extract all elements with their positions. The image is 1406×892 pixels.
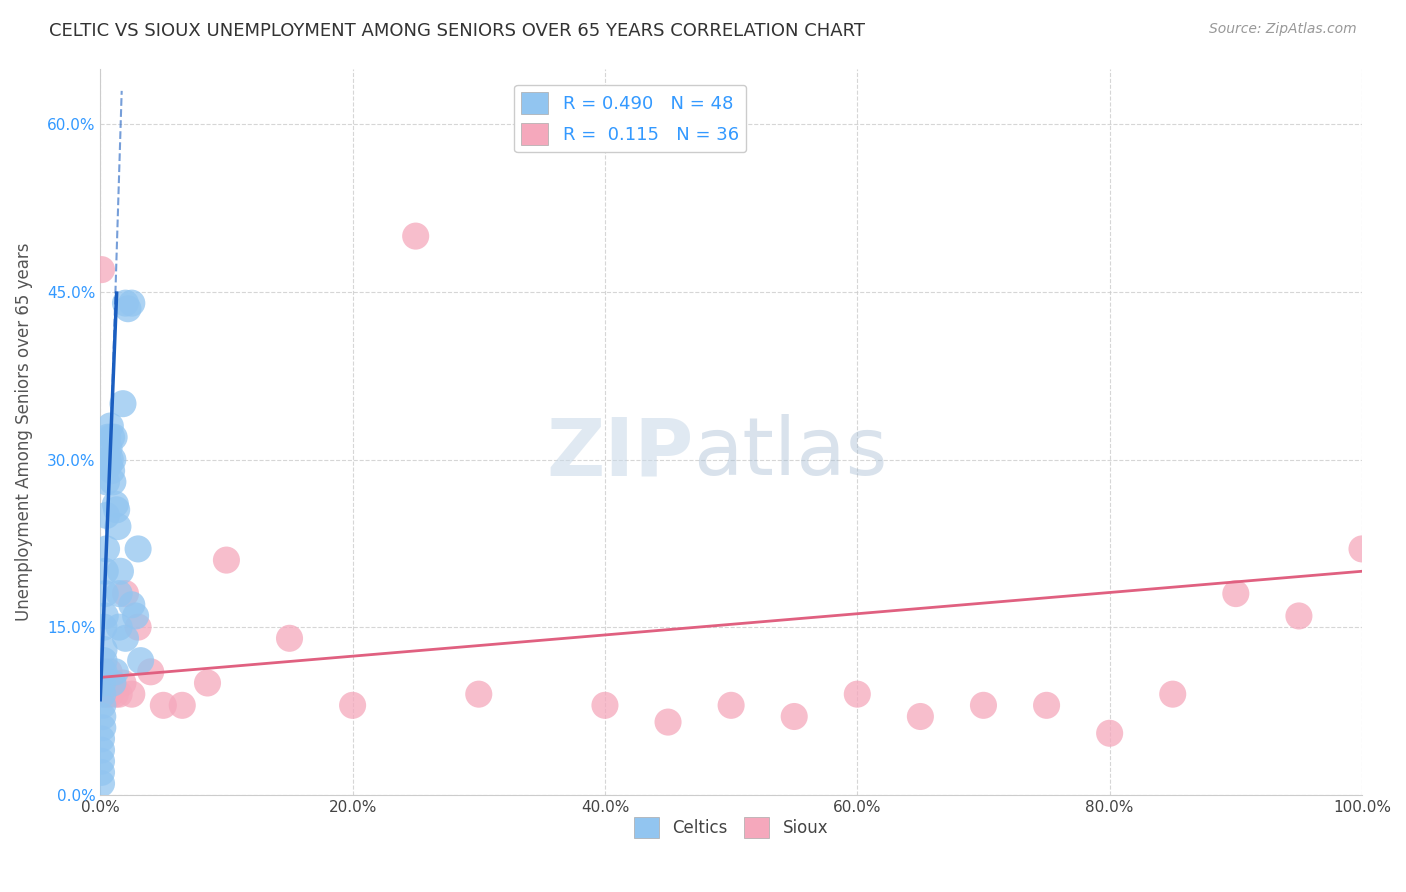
Point [593, 698, 616, 713]
Point [91, 709, 114, 723]
Point [91, 676, 114, 690]
Point [90, 731, 112, 746]
Point [90, 754, 112, 768]
Point [121, 598, 143, 612]
Point [124, 609, 146, 624]
Point [121, 296, 143, 310]
Point [97, 430, 120, 444]
Point [127, 620, 149, 634]
Point [91, 687, 114, 701]
Point [100, 430, 122, 444]
Point [98, 442, 121, 456]
Point [101, 676, 124, 690]
Point [1035, 698, 1057, 713]
Point [101, 452, 124, 467]
Point [846, 687, 869, 701]
Point [94, 564, 117, 578]
Point [98, 419, 121, 434]
Point [90, 743, 112, 757]
Point [96, 541, 118, 556]
Point [93, 665, 115, 679]
Point [101, 676, 124, 690]
Point [783, 709, 806, 723]
Text: CELTIC VS SIOUX UNEMPLOYMENT AMONG SENIORS OVER 65 YEARS CORRELATION CHART: CELTIC VS SIOUX UNEMPLOYMENT AMONG SENIO… [49, 22, 865, 40]
Point [117, 301, 139, 316]
Point [104, 665, 127, 679]
Point [91, 698, 114, 713]
Point [96, 475, 118, 489]
Point [172, 698, 194, 713]
Point [152, 698, 174, 713]
Point [105, 503, 128, 517]
Point [93, 676, 115, 690]
Point [98, 452, 121, 467]
Legend: Celtics, Sioux: Celtics, Sioux [627, 811, 835, 845]
Point [121, 687, 143, 701]
Point [90, 262, 112, 277]
Point [657, 715, 679, 730]
Point [94, 687, 117, 701]
Point [910, 709, 932, 723]
Point [97, 687, 120, 701]
Point [139, 665, 162, 679]
Point [96, 508, 118, 523]
Point [90, 776, 112, 790]
Point [972, 698, 994, 713]
Point [108, 620, 131, 634]
Point [114, 632, 136, 646]
Text: ZIP: ZIP [546, 415, 693, 492]
Point [111, 676, 134, 690]
Point [91, 676, 114, 690]
Text: atlas: atlas [693, 415, 887, 492]
Point [103, 430, 125, 444]
Y-axis label: Unemployment Among Seniors over 65 years: Unemployment Among Seniors over 65 years [15, 243, 32, 621]
Point [94, 609, 117, 624]
Point [104, 497, 127, 511]
Point [97, 452, 120, 467]
Point [114, 296, 136, 310]
Point [107, 519, 129, 533]
Point [98, 665, 121, 679]
Point [215, 553, 238, 567]
Point [94, 586, 117, 600]
Point [98, 458, 121, 472]
Point [90, 765, 112, 780]
Point [1161, 687, 1184, 701]
Point [104, 687, 127, 701]
Point [1288, 609, 1310, 624]
Point [405, 229, 427, 244]
Point [93, 642, 115, 657]
Point [93, 654, 115, 668]
Point [129, 654, 152, 668]
Point [91, 721, 114, 735]
Point [1098, 726, 1121, 740]
Point [98, 687, 121, 701]
Point [114, 586, 136, 600]
Point [100, 464, 122, 478]
Point [111, 397, 134, 411]
Point [342, 698, 364, 713]
Point [110, 564, 132, 578]
Point [720, 698, 742, 713]
Point [1351, 541, 1374, 556]
Point [101, 475, 124, 489]
Point [127, 541, 149, 556]
Point [93, 620, 115, 634]
Point [108, 687, 131, 701]
Point [108, 586, 131, 600]
Point [278, 632, 301, 646]
Text: Source: ZipAtlas.com: Source: ZipAtlas.com [1209, 22, 1357, 37]
Point [468, 687, 491, 701]
Point [1225, 586, 1247, 600]
Point [197, 676, 219, 690]
